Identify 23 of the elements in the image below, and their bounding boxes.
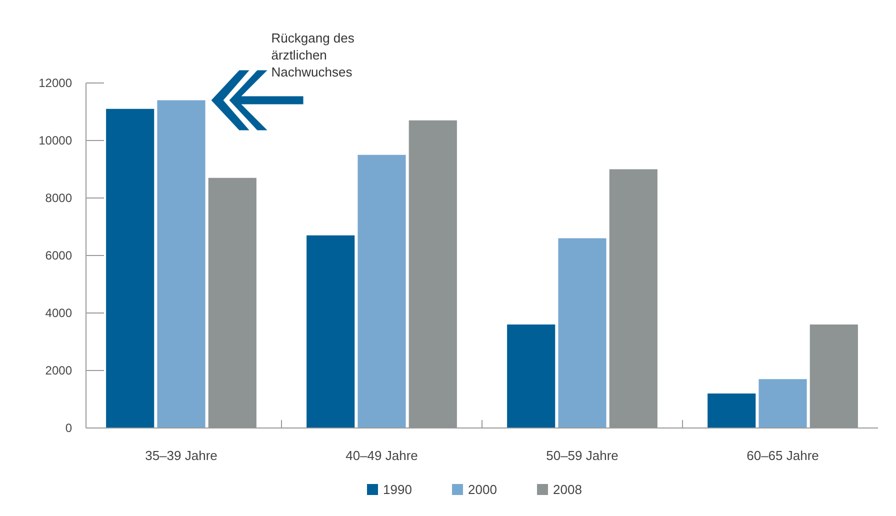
bar xyxy=(708,394,756,428)
legend-label: 2000 xyxy=(468,482,497,497)
bar xyxy=(758,379,807,428)
y-tick-label: 2000 xyxy=(45,364,72,378)
legend-label: 2008 xyxy=(553,482,582,497)
y-tick-label: 4000 xyxy=(45,306,72,320)
y-tick-label: 0 xyxy=(65,421,72,436)
bar xyxy=(507,324,556,428)
y-tick-label: 12000 xyxy=(38,76,72,90)
bar xyxy=(106,108,154,428)
y-tick-label: 8000 xyxy=(45,191,72,206)
x-tick-label: 60–65 Jahre xyxy=(746,448,819,463)
legend-label: 1990 xyxy=(383,482,412,497)
x-tick-label: 40–49 Jahre xyxy=(346,448,418,463)
y-tick-label: 6000 xyxy=(45,248,72,263)
bar xyxy=(157,100,206,428)
bar xyxy=(306,235,355,428)
text: Rückgang des ärztlichen Nachwuchses xyxy=(271,30,355,80)
y-tick-label: 10000 xyxy=(38,134,72,148)
bar xyxy=(558,238,606,428)
x-tick-label: 50–59 Jahre xyxy=(546,448,618,463)
bar xyxy=(358,154,406,428)
x-tick-label: 35–39 Jahre xyxy=(145,448,218,463)
